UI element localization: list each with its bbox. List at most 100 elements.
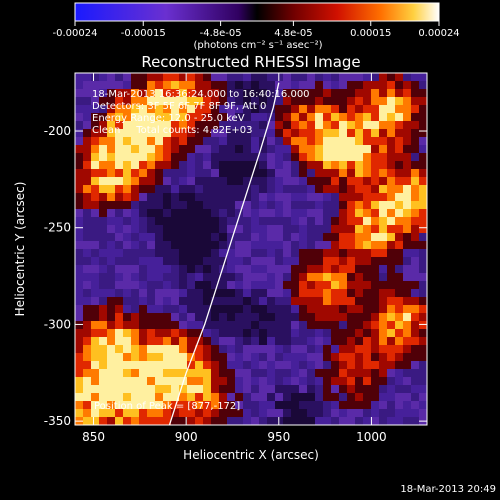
heatmap-cell xyxy=(235,105,244,114)
colorbar-tick-label: 0.00015 xyxy=(350,28,391,39)
heatmap-cell xyxy=(355,105,364,114)
heatmap-cell xyxy=(291,73,300,82)
heatmap-cell xyxy=(139,217,148,226)
heatmap-cell xyxy=(147,265,156,274)
heatmap-cell xyxy=(387,241,396,250)
heatmap-cell xyxy=(259,281,268,290)
heatmap-cell xyxy=(403,137,412,146)
heatmap-cell xyxy=(347,217,356,226)
heatmap-cell xyxy=(243,289,252,298)
heatmap-cell xyxy=(147,201,156,210)
heatmap-cell xyxy=(355,265,364,274)
heatmap-cell xyxy=(355,281,364,290)
heatmap-cell xyxy=(83,217,92,226)
heatmap-cell xyxy=(147,185,156,194)
heatmap-cell xyxy=(419,177,427,186)
heatmap-cell xyxy=(315,249,324,258)
heatmap-cell xyxy=(411,209,420,218)
heatmap-cell xyxy=(379,129,388,138)
heatmap-cell xyxy=(315,145,324,154)
heatmap-cell xyxy=(187,409,196,418)
heatmap-cell xyxy=(371,257,380,266)
heatmap-cell xyxy=(267,401,276,410)
heatmap-cell xyxy=(355,89,364,98)
heatmap-cell xyxy=(331,177,340,186)
heatmap-cell xyxy=(419,161,427,170)
heatmap-cell xyxy=(115,209,124,218)
heatmap-cell xyxy=(235,233,244,242)
heatmap-cell xyxy=(275,137,284,146)
heatmap-cell xyxy=(315,241,324,250)
heatmap-cell xyxy=(299,73,308,82)
heatmap-cell xyxy=(163,265,172,274)
heatmap-cell xyxy=(339,97,348,106)
heatmap-cell xyxy=(123,121,132,130)
heatmap-cell xyxy=(203,73,212,82)
heatmap-cell xyxy=(219,281,228,290)
heatmap-cell xyxy=(371,193,380,202)
heatmap-cell xyxy=(363,209,372,218)
heatmap-cell xyxy=(299,265,308,274)
heatmap-cell xyxy=(195,281,204,290)
heatmap-cell xyxy=(115,73,124,82)
heatmap-cell xyxy=(243,369,252,378)
heatmap-cell xyxy=(243,209,252,218)
heatmap-cell xyxy=(139,145,148,154)
heatmap-cell xyxy=(219,209,228,218)
heatmap-cell xyxy=(123,113,132,122)
heatmap-cell xyxy=(371,337,380,346)
heatmap-cell xyxy=(155,353,164,362)
heatmap-cell xyxy=(227,105,236,114)
heatmap-cell xyxy=(227,153,236,162)
heatmap-cell xyxy=(323,225,332,234)
heatmap-cell xyxy=(251,337,260,346)
heatmap-cell xyxy=(411,225,420,234)
heatmap-cell xyxy=(323,193,332,202)
heatmap-cell xyxy=(243,385,252,394)
heatmap-cell xyxy=(83,121,92,130)
heatmap-cell xyxy=(195,161,204,170)
heatmap-cell xyxy=(251,113,260,122)
heatmap-cell xyxy=(307,409,316,418)
heatmap-cell xyxy=(179,105,188,114)
heatmap-cell xyxy=(267,289,276,298)
heatmap-cell xyxy=(75,201,84,210)
heatmap-cell xyxy=(163,185,172,194)
heatmap-cell xyxy=(355,81,364,90)
heatmap-cell xyxy=(203,321,212,330)
heatmap-cell xyxy=(259,145,268,154)
heatmap-cell xyxy=(363,289,372,298)
heatmap-cell xyxy=(363,417,372,425)
heatmap-cell xyxy=(251,401,260,410)
heatmap-cell xyxy=(195,153,204,162)
heatmap-cell xyxy=(395,377,404,386)
heatmap-cell xyxy=(411,185,420,194)
heatmap-cell xyxy=(179,257,188,266)
heatmap-cell xyxy=(283,409,292,418)
heatmap-cell xyxy=(299,225,308,234)
heatmap-cell xyxy=(227,417,236,425)
heatmap-cell xyxy=(219,273,228,282)
heatmap-cell xyxy=(355,353,364,362)
heatmap-cell xyxy=(299,297,308,306)
heatmap-cell xyxy=(195,361,204,370)
heatmap-cell xyxy=(387,337,396,346)
heatmap-cell xyxy=(275,385,284,394)
heatmap-cell xyxy=(219,249,228,258)
heatmap-cell xyxy=(155,129,164,138)
heatmap-cell xyxy=(411,89,420,98)
heatmap-cell xyxy=(275,177,284,186)
heatmap-cell xyxy=(171,97,180,106)
heatmap-cell xyxy=(83,161,92,170)
heatmap-cell xyxy=(235,273,244,282)
heatmap-cell xyxy=(211,145,220,154)
heatmap-cell xyxy=(139,401,148,410)
heatmap-cell xyxy=(251,297,260,306)
heatmap-cell xyxy=(259,169,268,178)
heatmap-cell xyxy=(299,337,308,346)
heatmap-cell xyxy=(99,97,108,106)
heatmap-cell xyxy=(395,265,404,274)
heatmap-cell xyxy=(411,153,420,162)
heatmap-cell xyxy=(419,321,427,330)
heatmap-cell xyxy=(379,241,388,250)
